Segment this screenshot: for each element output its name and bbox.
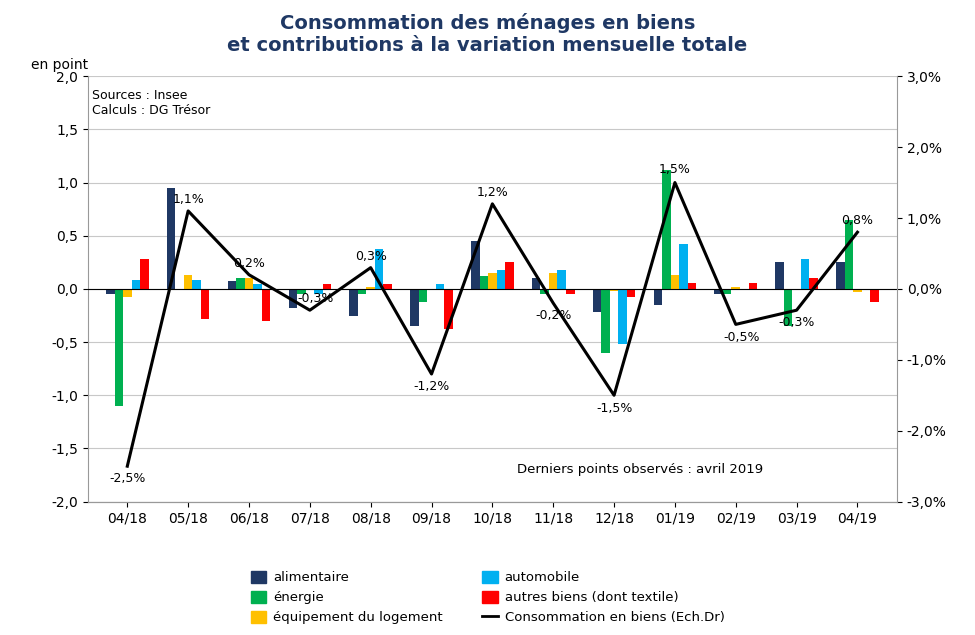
Bar	[254, 284, 261, 289]
Consommation en biens (Ech.Dr)	[243, 271, 254, 279]
Bar	[261, 289, 270, 321]
Bar	[609, 289, 618, 291]
Text: -0,5%: -0,5%	[723, 331, 761, 344]
Text: 0,8%: 0,8%	[841, 215, 874, 227]
Bar	[289, 289, 297, 308]
Bar	[844, 220, 853, 289]
Bar	[800, 259, 809, 289]
Text: -0,3%: -0,3%	[778, 316, 815, 330]
Bar	[410, 289, 418, 326]
Text: -0,2%: -0,2%	[535, 309, 571, 323]
Bar	[383, 284, 392, 289]
Bar	[314, 289, 323, 294]
Text: 1,2%: 1,2%	[477, 186, 508, 199]
Consommation en biens (Ech.Dr)	[547, 299, 559, 307]
Bar	[123, 289, 132, 297]
Bar	[445, 289, 452, 330]
Bar	[496, 270, 505, 289]
Bar	[540, 289, 549, 294]
Bar	[184, 275, 192, 289]
Bar	[228, 281, 236, 289]
Bar	[192, 281, 201, 289]
Bar	[784, 289, 793, 326]
Bar	[114, 289, 123, 406]
Text: Sources : Insee
Calculs : DG Trésor: Sources : Insee Calculs : DG Trésor	[92, 89, 210, 117]
Text: 0,2%: 0,2%	[233, 257, 265, 270]
Bar	[653, 289, 662, 305]
Bar	[532, 278, 540, 289]
Bar	[671, 275, 680, 289]
Text: 1,1%: 1,1%	[173, 193, 204, 206]
Text: 1,5%: 1,5%	[659, 163, 691, 177]
Bar	[358, 289, 367, 294]
Bar	[566, 289, 574, 294]
Text: -0,3%: -0,3%	[297, 292, 334, 305]
Consommation en biens (Ech.Dr)	[304, 307, 316, 314]
Text: 0,3%: 0,3%	[355, 250, 387, 263]
Bar	[367, 287, 375, 289]
Bar	[809, 278, 818, 289]
Bar	[297, 289, 305, 294]
Bar	[106, 289, 114, 294]
Bar	[593, 289, 602, 312]
Bar	[775, 262, 784, 289]
Text: Consommation des ménages en biens
et contributions à la variation mensuelle tota: Consommation des ménages en biens et con…	[227, 13, 748, 55]
Bar	[349, 289, 358, 316]
Bar	[558, 270, 566, 289]
Text: Derniers points observés : avril 2019: Derniers points observés : avril 2019	[517, 463, 762, 476]
Bar	[731, 287, 740, 289]
Bar	[680, 244, 687, 289]
Consommation en biens (Ech.Dr)	[608, 391, 620, 399]
Text: -2,5%: -2,5%	[109, 472, 145, 486]
Text: -1,5%: -1,5%	[596, 401, 632, 415]
Bar	[471, 241, 480, 289]
Consommation en biens (Ech.Dr)	[365, 264, 376, 272]
Bar	[749, 283, 757, 289]
Consommation en biens (Ech.Dr)	[851, 229, 863, 236]
Consommation en biens (Ech.Dr)	[122, 462, 134, 470]
Bar	[837, 262, 844, 289]
Consommation en biens (Ech.Dr)	[730, 321, 742, 328]
Legend: alimentaire, énergie, équipement du logement, automobile, autres biens (dont tex: alimentaire, énergie, équipement du loge…	[247, 567, 728, 629]
Bar	[602, 289, 609, 353]
Bar	[245, 278, 254, 289]
Consommation en biens (Ech.Dr)	[426, 370, 438, 378]
Bar	[871, 289, 878, 302]
Bar	[488, 273, 496, 289]
Bar	[375, 248, 383, 289]
Bar	[723, 289, 731, 294]
Bar	[236, 278, 245, 289]
Text: -1,2%: -1,2%	[413, 380, 449, 393]
Bar	[687, 283, 696, 289]
Bar	[201, 289, 210, 319]
Consommation en biens (Ech.Dr)	[791, 307, 802, 314]
Bar	[549, 273, 558, 289]
Text: en point: en point	[31, 58, 88, 72]
Line: Consommation en biens (Ech.Dr): Consommation en biens (Ech.Dr)	[128, 183, 857, 466]
Bar	[436, 284, 445, 289]
Bar	[418, 289, 427, 302]
Bar	[627, 289, 636, 297]
Bar	[715, 289, 723, 294]
Bar	[480, 276, 488, 289]
Bar	[167, 188, 176, 289]
Bar	[132, 281, 140, 289]
Bar	[662, 170, 671, 289]
Bar	[323, 284, 332, 289]
Bar	[505, 262, 514, 289]
Consommation en biens (Ech.Dr)	[487, 200, 498, 208]
Bar	[140, 259, 148, 289]
Bar	[853, 289, 862, 292]
Consommation en biens (Ech.Dr)	[182, 207, 194, 215]
Bar	[618, 289, 627, 344]
Consommation en biens (Ech.Dr)	[669, 179, 681, 187]
